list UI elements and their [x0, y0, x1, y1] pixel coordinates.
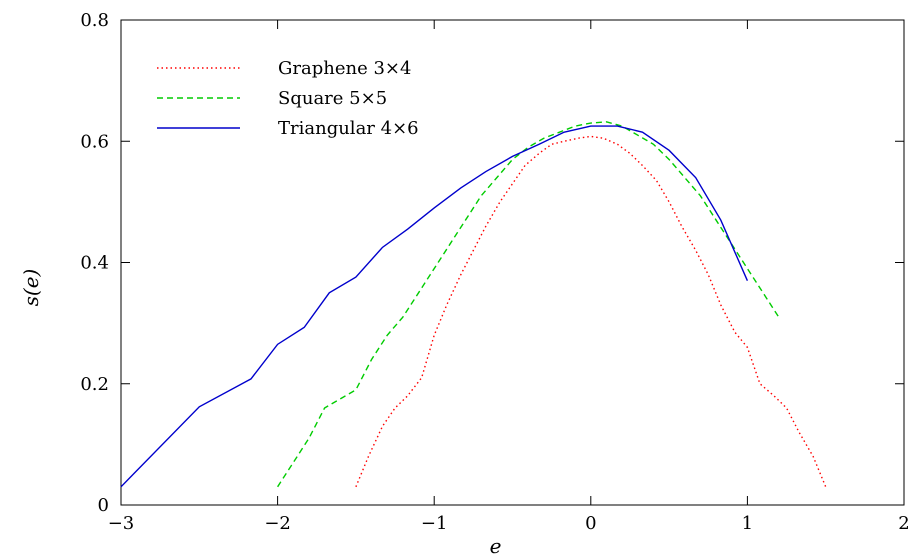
plot-frame — [120, 19, 905, 506]
y-tick-label: 0.2 — [80, 374, 109, 395]
x-axis-label: e — [490, 534, 502, 556]
legend-label: Triangular 4×6 — [278, 118, 419, 139]
x-tick-label: 1 — [742, 513, 753, 534]
y-tick-label: 0.8 — [80, 10, 109, 31]
x-tick-label: −1 — [421, 513, 448, 534]
y-tick-label: 0 — [98, 495, 109, 516]
x-tick-label: 0 — [585, 513, 596, 534]
plot-border — [120, 19, 905, 506]
legend: Graphene 3×4 Square 5×5 Triangular 4×6 — [157, 58, 419, 139]
series-line-triangular-4-6 — [120, 125, 749, 488]
x-tick-label: −2 — [264, 513, 291, 534]
x-tick-label: −3 — [108, 513, 135, 534]
y-tick-label: 0.4 — [80, 253, 109, 274]
legend-label: Graphene 3×4 — [278, 58, 411, 79]
legend-label: Square 5×5 — [278, 88, 387, 109]
y-axis-label: s(e) — [19, 269, 43, 307]
series-lines — [120, 121, 827, 488]
y-tick-label: 0.6 — [80, 131, 109, 152]
axis-ticks — [120, 19, 905, 506]
series-line-square-5-5 — [277, 121, 780, 488]
x-tick-label: 2 — [898, 513, 909, 534]
tick-labels: −3 −2 −1 0 1 2 0 0.2 0.4 0.6 0.8 — [80, 10, 909, 534]
series-line-graphene-3-4 — [355, 135, 827, 488]
